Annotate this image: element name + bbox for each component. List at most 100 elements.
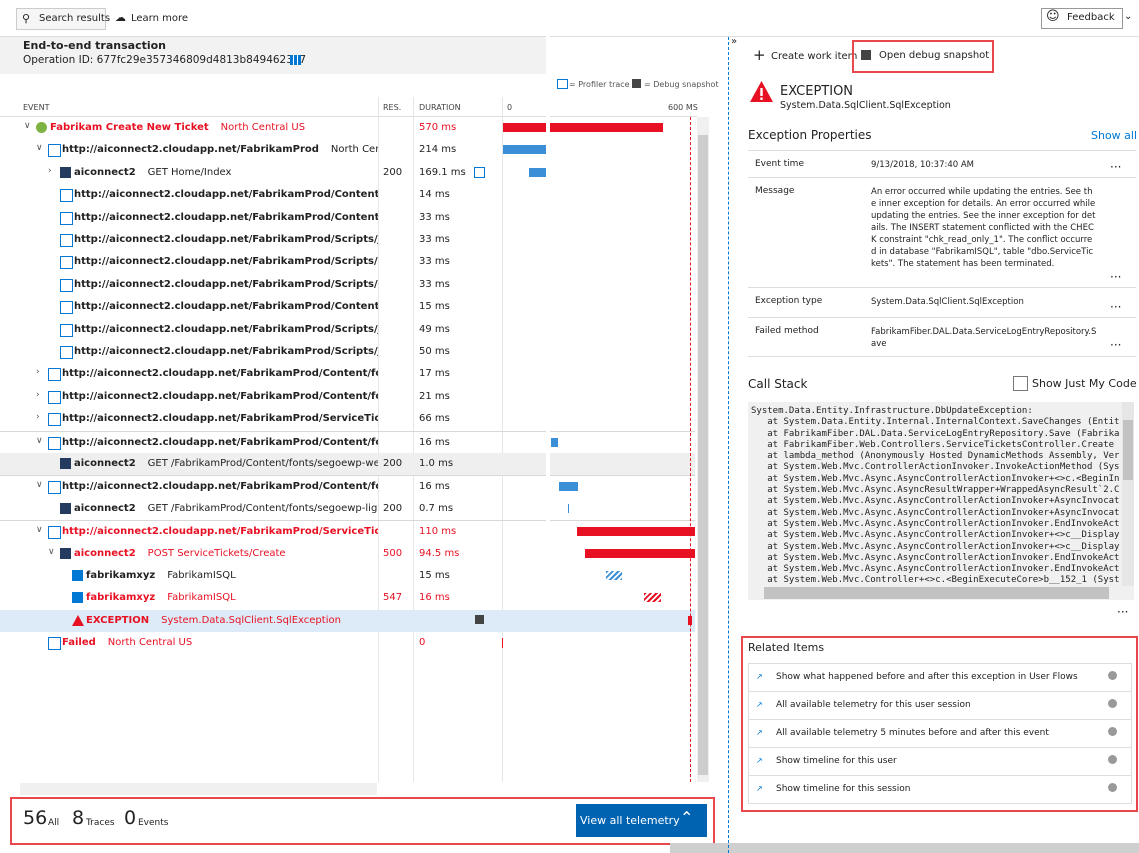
event-icon — [48, 436, 61, 450]
more[interactable]: ··· — [1110, 300, 1122, 314]
h-scrollbar[interactable] — [20, 783, 377, 795]
view-all-label: View all telemetry — [580, 814, 680, 827]
name: http://aiconnect2.cloudapp.net/FabrikamP… — [62, 144, 319, 156]
event-row[interactable]: http://aiconnect2.cloudapp.net/FabrikamP… — [0, 319, 695, 341]
event-icon — [60, 502, 71, 514]
profiler-icon — [474, 166, 485, 178]
event-row[interactable]: › http://aiconnect2.cloudapp.net/Fabrikam… — [0, 386, 695, 408]
duration: 33 ms — [419, 278, 450, 290]
operation-id: Operation ID: 677fc29e357346809d4813b849… — [23, 54, 307, 66]
property-row: Exception type System.Data.SqlClient.SqlE… — [748, 287, 1136, 318]
stack-line: at System.Web.Mvc.Async.AsyncControllerA… — [751, 518, 1119, 529]
event-row[interactable]: ∨ http://aiconnect2.cloudapp.net/Fabrikam… — [0, 139, 695, 161]
event-name: http://aiconnect2.cloudapp.net/FabrikamP… — [74, 234, 378, 245]
event-row[interactable]: fabrikamxyz FabrikamISQL 15 ms — [0, 565, 695, 587]
stack-hscroll[interactable] — [764, 587, 1109, 599]
call-stack-title: Call Stack — [748, 377, 808, 391]
event-row[interactable]: http://aiconnect2.cloudapp.net/FabrikamP… — [0, 274, 695, 296]
stack-line: at FabrikamFiber.DAL.Data.ServiceLogEntr… — [751, 428, 1119, 439]
related-item[interactable]: ↗ Show timeline for this session — [748, 775, 1132, 804]
event-row[interactable]: › http://aiconnect2.cloudapp.net/Fabrikam… — [0, 408, 695, 430]
event-row[interactable]: ∨ http://aiconnect2.cloudapp.net/Fabrikam… — [0, 430, 695, 454]
related-item[interactable]: ↗ All available telemetry for this user s… — [748, 691, 1132, 719]
event-row[interactable]: EXCEPTION System.Data.SqlClient.SqlExcept… — [0, 609, 695, 632]
axis-start: 0 — [507, 103, 513, 112]
event-icon — [60, 346, 73, 359]
properties-title: Exception Properties — [748, 128, 872, 142]
expand-chevron[interactable]: ∨ — [36, 143, 43, 154]
more[interactable]: ··· — [1110, 338, 1122, 352]
name: http://aiconnect2.cloudapp.net/FabrikamP… — [74, 234, 378, 245]
event-row[interactable]: fabrikamxyz FabrikamISQL 547 16 ms — [0, 587, 695, 609]
more[interactable]: ··· — [1110, 270, 1122, 284]
stack-thumb[interactable] — [1123, 420, 1133, 480]
scroll-thumb[interactable] — [698, 135, 708, 775]
detail: FabrikamISQL — [167, 570, 236, 581]
feedback-label: Feedback — [1067, 12, 1115, 23]
col-divider — [378, 97, 379, 782]
stack-line: at System.Web.Mvc.Async.AsyncControllerA… — [751, 552, 1119, 563]
event-row[interactable]: › http://aiconnect2.cloudapp.net/Fabrikam… — [0, 363, 695, 385]
event-row[interactable]: http://aiconnect2.cloudapp.net/FabrikamP… — [0, 229, 695, 251]
expand-chevron[interactable]: ∨ — [48, 546, 55, 557]
duration: 33 ms — [419, 256, 450, 268]
name: http://aiconnect2.cloudapp.net/FabrikamP… — [62, 436, 378, 448]
related-item[interactable]: ↗ Show what happened before and after thi… — [748, 663, 1132, 691]
create-work-item[interactable]: Create work item — [771, 51, 858, 62]
checkbox[interactable] — [1013, 376, 1028, 391]
more[interactable]: ··· — [1110, 160, 1122, 174]
expand-chevron[interactable]: ∨ — [36, 480, 43, 491]
bottom-bar — [670, 843, 1139, 853]
expand-chevron[interactable]: › — [48, 165, 52, 176]
detail: North Central US — [330, 144, 378, 156]
view-all-button[interactable] — [576, 804, 707, 837]
event-icon — [60, 211, 73, 225]
event-row[interactable]: http://aiconnect2.cloudapp.net/FabrikamP… — [0, 296, 695, 318]
event-icon — [48, 413, 61, 427]
event-row[interactable]: › aiconnect2 GET Home/Index 200 169.1 ms — [0, 162, 695, 184]
related-icon: ↗ — [756, 784, 763, 793]
all-count: 56 — [23, 807, 48, 829]
expand-chevron[interactable]: ∨ — [36, 435, 43, 446]
event-row[interactable]: ∨ http://aiconnect2.cloudapp.net/Fabrikam… — [0, 520, 695, 543]
related-highlight — [741, 636, 1138, 812]
col-res: RES. — [383, 103, 402, 112]
event-icon — [48, 481, 61, 495]
event-row[interactable]: http://aiconnect2.cloudapp.net/FabrikamP… — [0, 207, 695, 229]
traces-count: 8 — [72, 807, 85, 829]
event-row[interactable]: ∨ aiconnect2 POST ServiceTickets/Create 500… — [0, 543, 695, 565]
name: http://aiconnect2.cloudapp.net/FabrikamP… — [74, 189, 378, 201]
more[interactable]: ··· — [1117, 605, 1129, 619]
duration: 21 ms — [419, 390, 450, 402]
expand-chevron[interactable]: › — [36, 367, 40, 378]
expand-chevron[interactable]: ∨ — [24, 121, 31, 131]
timeline-bar — [606, 571, 622, 580]
event-row[interactable]: http://aiconnect2.cloudapp.net/FabrikamP… — [0, 184, 695, 206]
event-row[interactable]: aiconnect2 GET /FabrikamProd/Content/font… — [0, 453, 695, 475]
detail: GET /FabrikamProd/Content/fonts/segoewp-… — [147, 458, 378, 469]
related-label: All available telemetry for this user se… — [776, 700, 971, 710]
event-row[interactable]: http://aiconnect2.cloudapp.net/FabrikamP… — [0, 251, 695, 273]
event-row[interactable]: ∨ Fabrikam Create New Ticket North Central… — [0, 117, 695, 139]
name: fabrikamxyz — [86, 592, 156, 604]
name: http://aiconnect2.cloudapp.net/FabrikamP… — [74, 256, 378, 268]
search-button[interactable] — [16, 8, 106, 30]
show-all[interactable]: Show all — [1091, 129, 1138, 142]
event-row[interactable]: aiconnect2 GET /FabrikamProd/Content/font… — [0, 498, 695, 520]
collapse[interactable]: » — [731, 36, 738, 47]
expand-chevron[interactable]: ∨ — [36, 525, 43, 536]
expand-chevron[interactable]: › — [36, 412, 40, 423]
related-item[interactable]: ↗ Show timeline for this user — [748, 747, 1132, 775]
event-row[interactable]: ∨ http://aiconnect2.cloudapp.net/Fabrikam… — [0, 475, 695, 498]
event-row[interactable]: Failed North Central US 0 — [0, 632, 695, 654]
call-stack-box: System.Data.Entity.Infrastructure.DbUpda… — [748, 402, 1134, 600]
expand-chevron[interactable]: › — [36, 389, 40, 400]
related-item[interactable]: ↗ All available telemetry 5 minutes befor… — [748, 719, 1132, 747]
related-icon: ↗ — [756, 672, 763, 681]
grid-icon[interactable] — [290, 55, 301, 65]
open-debug-snapshot[interactable]: Open debug snapshot — [879, 50, 990, 61]
feedback-button[interactable] — [1041, 8, 1123, 29]
learn-more[interactable]: Learn more — [131, 13, 189, 24]
duration: 16 ms — [419, 592, 450, 604]
event-row[interactable]: http://aiconnect2.cloudapp.net/FabrikamP… — [0, 341, 695, 363]
